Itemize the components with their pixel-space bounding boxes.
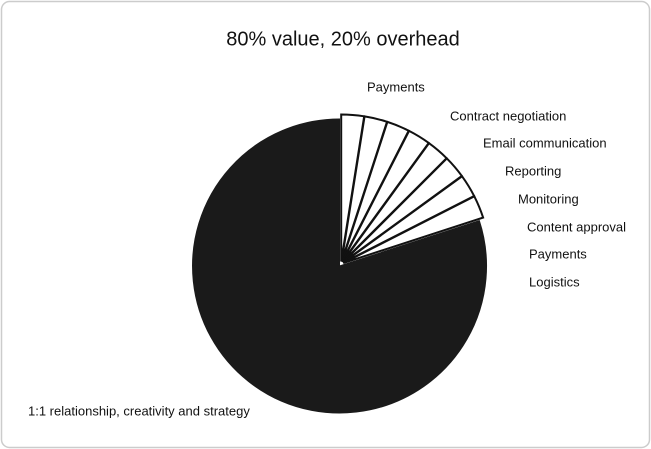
slice-label: Email communication xyxy=(483,135,607,150)
slice-label: Monitoring xyxy=(518,191,579,206)
pie-slice xyxy=(342,194,485,264)
chart-title: 80% value, 20% overhead xyxy=(226,28,460,50)
slice-label: Payments xyxy=(529,246,587,261)
pie-slice xyxy=(192,118,487,414)
slice-label: Content approval xyxy=(527,219,626,234)
slice-label: Reporting xyxy=(505,163,561,178)
slice-label: Contract negotiation xyxy=(450,108,566,123)
slice-label: 1:1 relationship, creativity and strateg… xyxy=(28,403,250,418)
slice-label: Payments xyxy=(367,79,425,94)
slice-label: Logistics xyxy=(529,274,580,289)
